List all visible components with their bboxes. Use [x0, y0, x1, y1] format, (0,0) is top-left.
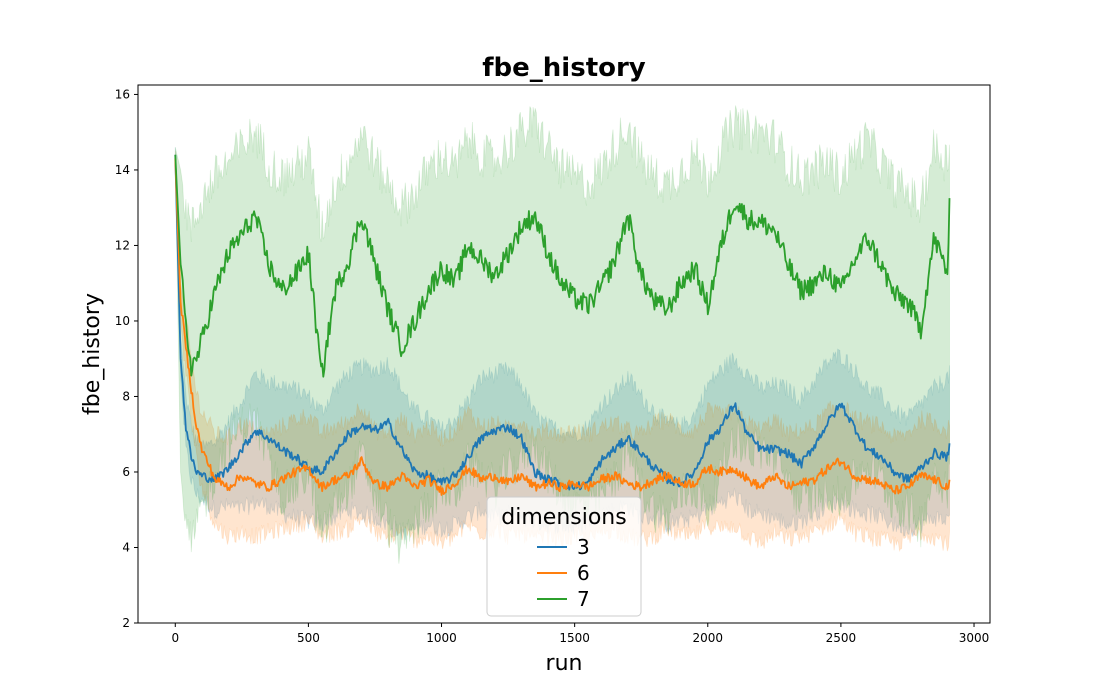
y-tick-label: 2 [122, 616, 130, 630]
y-tick-label: 6 [122, 465, 130, 479]
y-tick-label: 4 [122, 540, 130, 554]
y-tick-label: 8 [122, 389, 130, 403]
plot-area [174, 105, 951, 564]
x-tick-label: 2000 [693, 631, 724, 645]
y-tick-label: 10 [115, 314, 130, 328]
series-lines [174, 154, 951, 496]
legend-title: dimensions [501, 505, 626, 530]
x-tick-label: 1000 [426, 631, 457, 645]
x-tick-label: 2500 [826, 631, 857, 645]
x-axis-ticks: 0 500 1000 1500 2000 2500 3000 [171, 623, 989, 645]
legend: dimensions 367 [486, 496, 642, 617]
x-axis-title: run [546, 651, 583, 676]
legend-box [486, 496, 642, 617]
y-tick-label: 12 [115, 238, 130, 252]
legend-label-3: 3 [577, 535, 590, 559]
confidence-band-7 [174, 105, 950, 564]
series-line-7 [174, 154, 951, 378]
y-tick-label: 14 [115, 163, 130, 177]
y-axis-title: fbe_history [80, 293, 105, 415]
series-line-6 [174, 158, 951, 496]
y-tick-label: 16 [115, 87, 130, 101]
chart-title: fbe_history [482, 53, 646, 83]
x-tick-label: 3000 [959, 631, 990, 645]
x-tick-label: 0 [171, 631, 179, 645]
confidence-bands [174, 105, 950, 564]
legend-label-7: 7 [577, 587, 590, 611]
legend-entries: 367 [537, 535, 590, 611]
y-axis-ticks: 2 4 6 8 10 12 14 16 [115, 87, 138, 630]
legend-label-6: 6 [577, 561, 590, 585]
x-tick-label: 1500 [559, 631, 590, 645]
axes-frame [137, 84, 991, 624]
confidence-band-3 [174, 147, 950, 541]
x-tick-label: 500 [297, 631, 320, 645]
confidence-band-6 [174, 151, 950, 553]
